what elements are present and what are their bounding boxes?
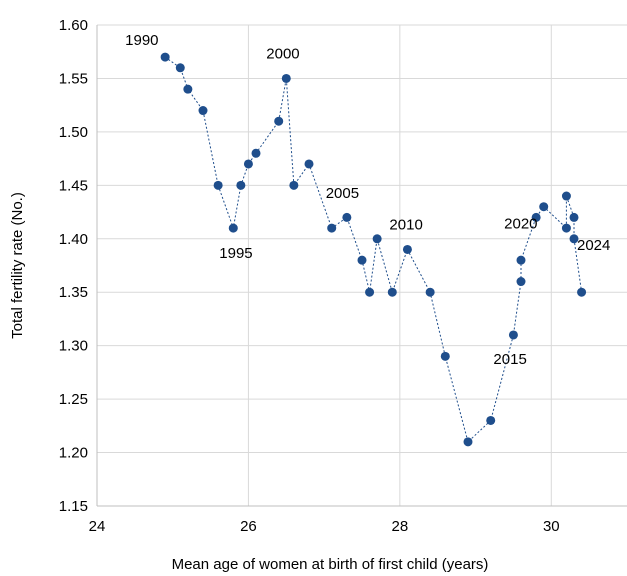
data-point (569, 234, 579, 244)
data-point (531, 212, 541, 222)
data-point (516, 277, 526, 287)
x-tick-label: 26 (240, 518, 257, 535)
x-axis-title: Mean age of women at birth of first chil… (172, 556, 489, 573)
data-point (213, 180, 223, 190)
year-annotation: 2015 (493, 351, 526, 368)
data-point (561, 191, 571, 201)
year-annotations: 1990 1995 2000 2005 2010 2015 2020 2024 (125, 32, 610, 368)
data-point (440, 351, 450, 361)
data-point (357, 255, 367, 265)
data-point (577, 287, 587, 297)
data-point (486, 415, 496, 425)
data-point (569, 212, 579, 222)
x-tick-label: 24 (89, 518, 106, 535)
data-point (539, 202, 549, 212)
year-annotation: 2024 (577, 237, 610, 254)
data-point (236, 180, 246, 190)
data-point (508, 330, 518, 340)
year-annotation: 2020 (504, 215, 537, 232)
data-point (516, 255, 526, 265)
data-point (198, 106, 208, 116)
data-point (304, 159, 314, 169)
data-point (425, 287, 435, 297)
year-annotation: 2000 (266, 45, 299, 62)
data-point (463, 437, 473, 447)
y-tick-label: 1.50 (59, 124, 88, 141)
data-point (402, 244, 412, 254)
data-point (251, 148, 261, 158)
data-point (372, 234, 382, 244)
data-point (342, 212, 352, 222)
y-tick-label: 1.25 (59, 391, 88, 408)
x-tick-label: 28 (392, 518, 409, 535)
y-tick-label: 1.55 (59, 70, 88, 87)
y-tick-label: 1.40 (59, 231, 88, 248)
series-line (164, 56, 583, 443)
gridlines (97, 24, 627, 506)
axes (96, 25, 627, 507)
year-annotation: 1995 (219, 245, 252, 262)
data-point (228, 223, 238, 233)
y-axis-title: Total fertility rate (No.) (9, 192, 26, 339)
y-tick-label: 1.20 (59, 445, 88, 462)
y-tick-label: 1.30 (59, 338, 88, 355)
data-point (281, 73, 291, 83)
y-tick-label: 1.35 (59, 284, 88, 301)
data-point (243, 159, 253, 169)
x-tick-label: 30 (543, 518, 560, 535)
data-point (175, 63, 185, 73)
data-point (183, 84, 193, 94)
data-point (274, 116, 284, 126)
data-point (160, 52, 170, 62)
data-point (365, 287, 375, 297)
tick-labels: 1.15 1.20 1.25 1.30 1.35 1.40 1.45 1.50 1.55 1.60… (59, 17, 560, 535)
year-annotation: 1990 (125, 32, 158, 49)
data-point (327, 223, 337, 233)
y-tick-label: 1.15 (59, 498, 88, 515)
data-points (160, 52, 587, 447)
year-annotation: 2010 (389, 216, 422, 233)
data-point (289, 180, 299, 190)
data-point (561, 223, 571, 233)
y-tick-label: 1.45 (59, 177, 88, 194)
data-point (387, 287, 397, 297)
year-annotation: 2005 (326, 185, 359, 202)
y-tick-label: 1.60 (59, 17, 88, 34)
